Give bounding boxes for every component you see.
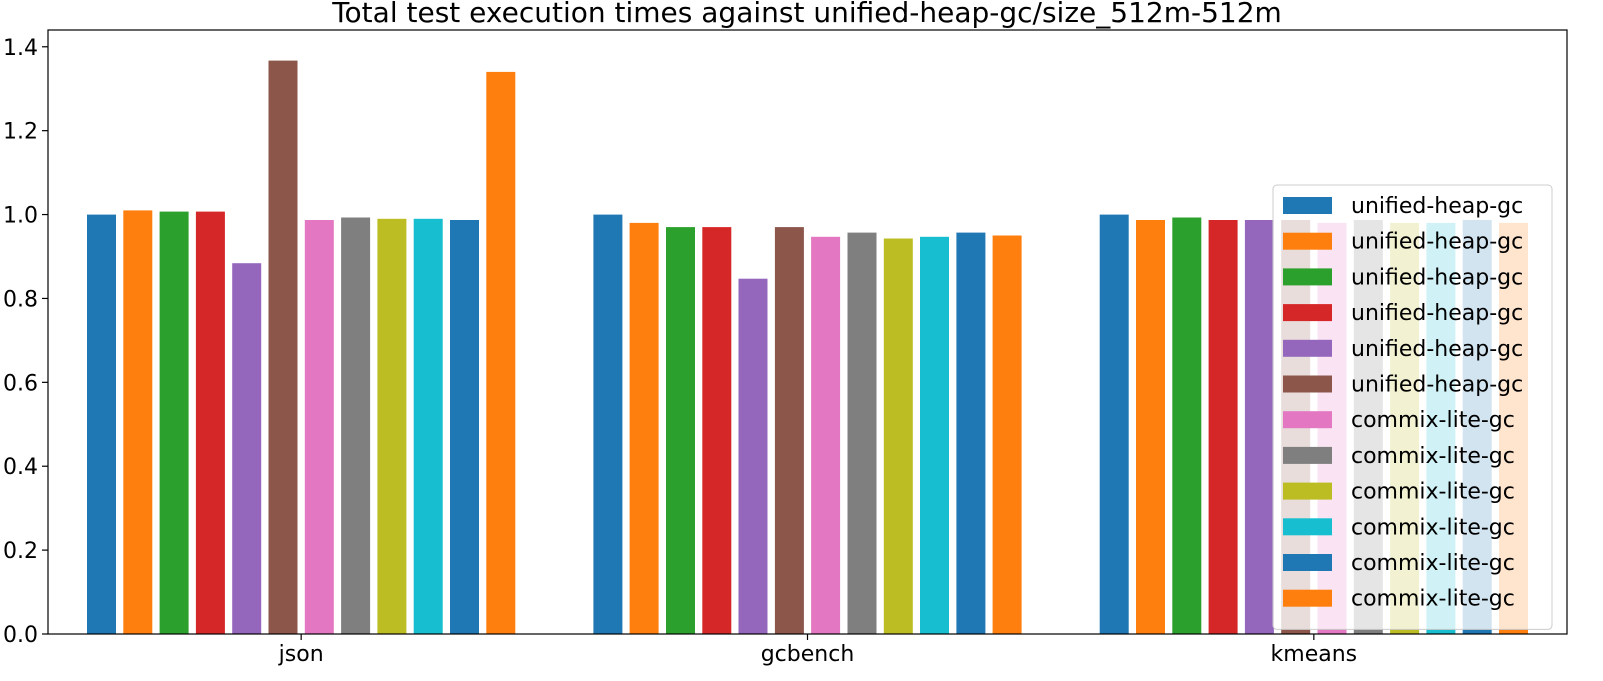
bar — [1208, 220, 1238, 634]
x-tick-label: gcbench — [761, 642, 855, 667]
legend-label: unified-heap-gc — [1351, 265, 1523, 290]
legend-box — [1272, 184, 1553, 630]
x-tick-label: json — [278, 642, 324, 667]
bar — [268, 60, 298, 635]
bar — [1136, 220, 1165, 634]
y-tick-label: 1.4 — [3, 36, 38, 61]
bar — [883, 238, 913, 634]
legend-swatch — [1283, 375, 1332, 393]
y-axis: 0.0 0.2 0.4 0.6 0.8 1.0 1.2 1.4 — [3, 36, 48, 648]
legend: unified-heap-gc unified-heap-gc unified-he… — [1272, 184, 1553, 630]
x-tick-label: kmeans — [1271, 642, 1358, 667]
bar — [956, 232, 986, 634]
bar — [992, 235, 1022, 634]
y-tick-label: 0.4 — [3, 455, 38, 480]
bar — [87, 214, 116, 634]
bar — [450, 220, 479, 634]
legend-swatch — [1283, 554, 1332, 571]
legend-swatch — [1283, 518, 1332, 536]
bar — [195, 211, 225, 634]
x-axis: json gcbench kmeans — [278, 634, 1357, 667]
legend-label: unified-heap-gc — [1351, 230, 1523, 255]
bar — [1172, 217, 1202, 634]
legend-label: commix-lite-gc — [1351, 480, 1515, 505]
bar — [341, 217, 371, 634]
legend-label: unified-heap-gc — [1351, 194, 1523, 219]
legend-label: unified-heap-gc — [1351, 301, 1523, 326]
bar — [774, 227, 804, 634]
y-tick-label: 1.0 — [3, 204, 38, 229]
y-tick-label: 0.6 — [3, 371, 38, 396]
bar — [377, 218, 407, 635]
y-tick-label: 0.0 — [3, 623, 38, 648]
legend-label: unified-heap-gc — [1351, 337, 1523, 362]
bar — [847, 232, 877, 634]
bar — [123, 210, 153, 634]
bar — [1244, 220, 1274, 634]
legend-label: commix-lite-gc — [1351, 444, 1515, 469]
bar — [413, 218, 443, 635]
bar — [486, 71, 516, 634]
legend-swatch — [1283, 411, 1332, 429]
bar — [738, 278, 768, 634]
bar — [232, 263, 262, 634]
legend-label: commix-lite-gc — [1351, 587, 1515, 612]
bar — [629, 222, 659, 634]
legend-label: unified-heap-gc — [1351, 373, 1523, 398]
legend-swatch — [1283, 339, 1332, 357]
legend-label: commix-lite-gc — [1351, 515, 1515, 540]
y-tick-label: 1.2 — [3, 120, 38, 145]
bar — [1099, 214, 1129, 634]
bar — [593, 214, 623, 634]
y-tick-label: 0.8 — [3, 287, 38, 312]
bar — [666, 227, 695, 634]
legend-swatch — [1283, 232, 1332, 250]
chart-title: Total test execution times against unifi… — [331, 0, 1282, 29]
legend-swatch — [1283, 482, 1332, 500]
y-tick-label: 0.2 — [3, 539, 38, 564]
bar — [811, 236, 841, 635]
legend-label: commix-lite-gc — [1351, 551, 1515, 576]
bar — [920, 236, 949, 635]
legend-swatch — [1283, 268, 1332, 286]
legend-swatch — [1283, 446, 1332, 464]
bar — [304, 220, 334, 634]
bar — [159, 211, 189, 634]
legend-label: commix-lite-gc — [1351, 408, 1515, 433]
bar — [702, 227, 732, 634]
legend-swatch — [1283, 197, 1332, 214]
legend-swatch — [1283, 304, 1332, 322]
legend-swatch — [1283, 589, 1332, 607]
